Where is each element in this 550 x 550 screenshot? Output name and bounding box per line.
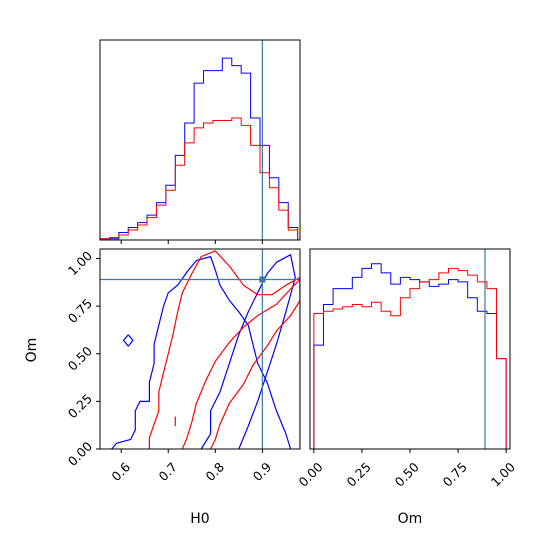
histogram-panel-om: 0.00 0.25 0.50 0.75 1.00 (295, 248, 518, 490)
truth-marker (259, 276, 266, 283)
contour-y-tick-label: 0.25 (65, 391, 95, 421)
y-axis-label-om: Om (24, 338, 40, 363)
histogram-series-1 (99, 57, 299, 240)
contour-panel-h0-om: 0.6 0.7 0.8 0.9 0.00 0.25 0.50 0.75 1.00 (65, 248, 301, 484)
histogram-om-frame (309, 248, 511, 450)
om-hist-x-tick-label: 0.25 (344, 459, 374, 489)
contour-x-tick-label: 0.9 (250, 459, 275, 484)
contour-x-tick-label: 0.6 (108, 459, 133, 484)
contour-series-1-level-2 (200, 254, 296, 449)
histogram-panel-h0 (99, 39, 301, 244)
contour-series-2-level-2 (181, 278, 300, 449)
x-axis-label-om: Om (398, 511, 423, 527)
contour-frame (99, 248, 301, 450)
histogram-h0-frame (99, 39, 301, 241)
om-hist-x-tick-label: 0.75 (440, 459, 470, 489)
contour-series-2-level-1 (148, 250, 300, 449)
contour-series-1-level-1 (111, 256, 292, 449)
contour-y-tick-label: 0.75 (65, 296, 95, 326)
x-axis-label-h0: H0 (190, 511, 209, 527)
contour-y-tick-label: 0.50 (65, 343, 95, 373)
om-hist-x-tick-label: 0.50 (392, 459, 422, 489)
contour-x-tick-label: 0.8 (203, 459, 228, 484)
contour-area (111, 250, 300, 449)
om-hist-x-tick-label: 1.00 (488, 459, 518, 489)
histogram-series-2 (99, 117, 299, 240)
histogram-series-2 (313, 267, 507, 449)
contour-y-tick-label: 0.00 (65, 438, 95, 468)
contour-series-1-level-3 (122, 334, 134, 347)
contour-x-tick-label: 0.7 (155, 459, 180, 484)
contour-y-tick-label: 1.00 (65, 248, 95, 278)
histogram-series-1 (313, 263, 507, 449)
om-hist-x-tick-label: 0.00 (295, 459, 325, 489)
